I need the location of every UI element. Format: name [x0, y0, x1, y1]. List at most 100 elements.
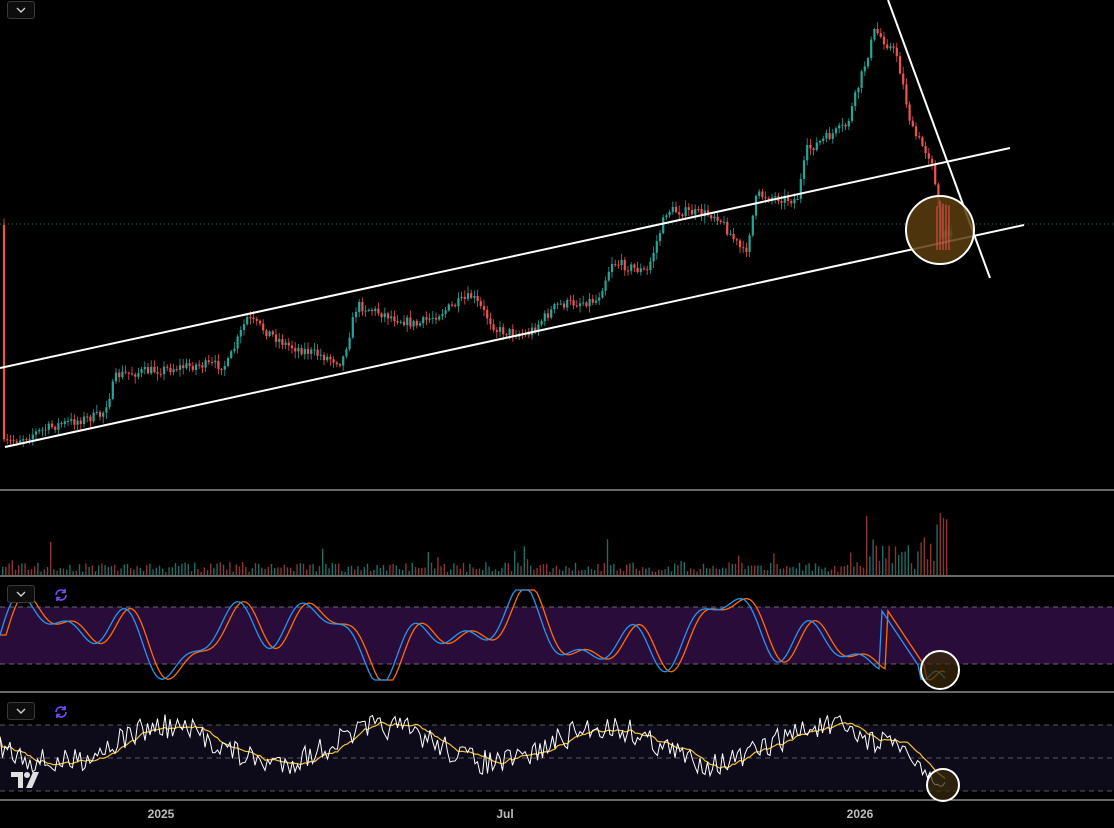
volume-bar [171, 567, 173, 575]
volume-bar [498, 570, 500, 575]
price-candle [354, 311, 358, 318]
price-candle [428, 318, 431, 320]
volume-bar [283, 564, 285, 575]
price-candle [399, 321, 402, 323]
price-candle [409, 317, 412, 327]
volume-bar [491, 571, 493, 575]
price-candle [38, 429, 41, 432]
price-candle [831, 133, 834, 139]
price-candle [921, 137, 924, 146]
price-candle [671, 206, 674, 212]
price-candle [255, 318, 258, 321]
volume-bar [946, 519, 948, 575]
volume-bar [142, 571, 145, 575]
volume-bar [626, 564, 628, 575]
volume-bar [427, 552, 429, 575]
volume-bar [315, 571, 317, 575]
price-candle [134, 374, 137, 377]
price-candle [620, 259, 623, 266]
volume-bar [190, 571, 193, 575]
price-candle [745, 247, 748, 252]
chevron-down-icon [16, 7, 26, 13]
volume-bar [779, 568, 781, 575]
price-candle [722, 221, 726, 223]
price-candle [559, 303, 562, 305]
price-candle [505, 334, 508, 336]
stoch-rsi-pane-collapse-button[interactable] [7, 585, 35, 603]
refresh-icon[interactable] [53, 704, 69, 720]
volume-bar [645, 568, 647, 575]
price-candle [348, 337, 351, 350]
volume-bar [411, 562, 413, 575]
volume-bar [654, 571, 657, 575]
price-candle [796, 198, 799, 200]
rsi-pane-collapse-button[interactable] [7, 702, 35, 720]
volume-bar [674, 563, 676, 575]
volume-bar [798, 562, 801, 575]
price-candle [591, 299, 594, 303]
volume-bar [658, 569, 660, 575]
volume-bar [155, 567, 157, 575]
price-candle [166, 366, 169, 368]
volume-bar [702, 563, 705, 575]
price-candle [386, 313, 390, 319]
volume-bar [341, 570, 343, 575]
price-candle [876, 29, 879, 34]
volume-bar [296, 564, 298, 575]
stoch-highlight-circle [920, 650, 960, 690]
tradingview-logo-icon[interactable] [11, 770, 43, 790]
price-candle [911, 120, 914, 127]
volume-bar [101, 563, 103, 575]
volume-bar [888, 545, 890, 575]
volume-bar [882, 545, 884, 575]
volume-bar [312, 564, 314, 575]
volume-bar [181, 563, 183, 575]
price-candle [246, 317, 249, 325]
volume-bar [898, 554, 900, 575]
price-candle [793, 199, 796, 204]
price-candle [479, 301, 482, 307]
price-candle [281, 339, 284, 345]
price-candle [223, 366, 226, 370]
price-candle [239, 330, 242, 337]
price-candle [111, 381, 114, 399]
price-candle [425, 317, 428, 320]
price-candle [316, 349, 319, 356]
volume-bar [568, 567, 570, 575]
refresh-icon[interactable] [53, 587, 69, 603]
price-candle [815, 142, 818, 151]
volume-bar [574, 562, 577, 575]
price-candle [175, 369, 178, 371]
volume-bar [78, 564, 81, 575]
price-candle [159, 373, 162, 375]
price-candle [809, 144, 812, 149]
volume-bar [677, 565, 679, 575]
price-candle [300, 347, 303, 355]
price-candle [294, 348, 297, 352]
volume-bar [670, 571, 673, 575]
price-candle [198, 364, 201, 366]
volume-bar [856, 562, 858, 575]
volume-bar [760, 565, 762, 575]
volume-bar [440, 566, 442, 575]
price-candle [210, 362, 214, 364]
price-candle [758, 191, 761, 196]
price-pane-collapse-button[interactable] [7, 1, 35, 19]
price-candle [838, 125, 841, 129]
volume-bar [667, 566, 669, 575]
volume-bar [232, 571, 234, 575]
volume-bar [510, 570, 513, 575]
volume-bar [75, 570, 77, 575]
volume-bar [824, 567, 826, 575]
volume-bar [578, 570, 580, 575]
volume-bar [46, 566, 49, 575]
volume-bar [741, 562, 743, 575]
price-candle [511, 329, 514, 336]
price-candle [418, 323, 422, 326]
price-candle [562, 303, 566, 308]
price-candle [866, 58, 870, 67]
volume-bar [475, 569, 477, 575]
price-candle [847, 120, 850, 127]
price-candle [834, 128, 838, 134]
